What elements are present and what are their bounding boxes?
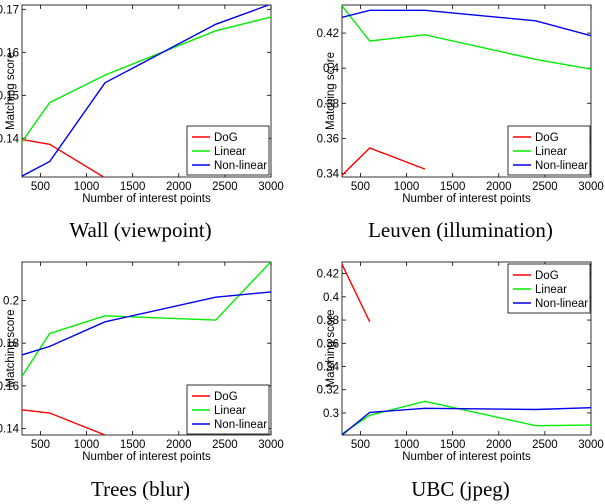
- x-tick-label: 2000: [166, 181, 192, 193]
- x-axis-label: Number of interest points: [402, 451, 531, 463]
- x-tick-label: 1500: [120, 439, 146, 451]
- chart-panel-4: 500 1000 1500 2000 2500 3000 0.3 0.32 0.34 0.36 0.…: [317, 261, 604, 501]
- series-line-linear: [342, 5, 591, 70]
- y-tick-label: 0.38: [317, 315, 339, 327]
- x-tick-label: 2500: [212, 181, 238, 193]
- legend-entry: DoG: [535, 270, 559, 282]
- y-tick-label: 0.3: [323, 408, 339, 420]
- y-tick-label: 0.38: [317, 98, 339, 110]
- y-tick-label: 0.42: [317, 269, 339, 281]
- y-tick-label: 0.16: [0, 47, 19, 59]
- series-group: [22, 262, 271, 435]
- chart-caption: UBC (jpeg): [411, 477, 510, 501]
- legend-entry: Linear: [535, 146, 567, 158]
- series-line-non-linear: [342, 9, 591, 37]
- y-tick-label: 0.34: [317, 168, 340, 180]
- x-tick-label: 2500: [532, 181, 558, 193]
- series-line-non-linear: [22, 291, 271, 356]
- legend-entry: DoG: [214, 391, 238, 403]
- series-line-linear: [22, 262, 271, 377]
- y-axis-label: Matching score: [5, 52, 17, 130]
- y-tick-label: 0.36: [317, 133, 339, 145]
- legend: DoG Linear Non-linear: [507, 125, 591, 176]
- y-axis-label: Matching score: [5, 310, 17, 388]
- series-line-non-linear: [342, 407, 591, 435]
- x-tick-label: 500: [351, 181, 370, 193]
- series-line-dog: [22, 409, 106, 435]
- x-tick-label: 1500: [440, 439, 466, 451]
- y-tick-label: 0.2: [3, 295, 19, 307]
- x-tick-label: 3000: [578, 181, 604, 193]
- series-line-dog: [342, 147, 426, 176]
- chart-panel-2: 500 1000 1500 2000 2500 3000 0.34 0.36 0.38 0.4 0.…: [317, 4, 604, 242]
- y-tick-label: 0.4: [323, 292, 340, 304]
- x-tick-label: 500: [31, 181, 50, 193]
- legend: DoG Linear Non-linear: [507, 263, 591, 314]
- x-axis-label: Number of interest points: [82, 451, 211, 463]
- chart-caption: Trees (blur): [91, 477, 190, 501]
- series-line-non-linear: [22, 5, 271, 177]
- axes-frame: [341, 4, 592, 178]
- x-axis-label: Number of interest points: [82, 193, 211, 205]
- y-tick-label: 0.32: [317, 385, 339, 397]
- chart-caption: Leuven (illumination): [368, 218, 553, 242]
- x-axis-label: Number of interest points: [402, 193, 531, 205]
- x-tick-label: 3000: [258, 439, 284, 451]
- chart-caption: Wall (viewpoint): [69, 218, 211, 242]
- series-line-linear: [22, 16, 271, 143]
- y-tick-label: 0.18: [0, 338, 19, 350]
- x-tick-label: 500: [351, 439, 370, 451]
- y-tick-label: 0.14: [0, 133, 20, 145]
- y-tick-label: 0.36: [317, 338, 339, 350]
- y-tick-label: 0.17: [0, 4, 19, 16]
- legend-entry: Non-linear: [535, 160, 588, 172]
- x-tick-label: 2500: [212, 439, 238, 451]
- legend-entry: Linear: [214, 405, 246, 417]
- series-group: [22, 5, 271, 177]
- legend-entry: Non-linear: [214, 419, 267, 431]
- axes-frame: [21, 4, 272, 178]
- series-line-linear: [342, 400, 591, 435]
- x-tick-label: 3000: [578, 439, 604, 451]
- y-tick-label: 0.34: [317, 361, 340, 373]
- x-tick-label: 2000: [166, 439, 192, 451]
- series-line-dog: [22, 138, 105, 177]
- legend-entry: Linear: [214, 146, 246, 158]
- x-tick-label: 1000: [394, 439, 420, 451]
- legend-entry: Non-linear: [535, 298, 588, 310]
- y-tick-label: 0.16: [0, 381, 19, 393]
- x-tick-label: 1000: [394, 181, 420, 193]
- x-tick-label: 500: [31, 439, 50, 451]
- x-tick-label: 2500: [532, 439, 558, 451]
- series-line-dog: [342, 263, 371, 323]
- y-tick-label: 0.42: [317, 28, 339, 40]
- legend-entry: DoG: [214, 132, 238, 144]
- legend-entry: Linear: [535, 284, 567, 296]
- legend-entry: DoG: [535, 132, 559, 144]
- y-axis-label: Matching score: [325, 310, 337, 388]
- x-tick-label: 2000: [486, 181, 512, 193]
- series-group: [342, 5, 591, 176]
- axes-frame: [341, 261, 592, 436]
- x-tick-label: 1000: [74, 181, 100, 193]
- x-tick-label: 1000: [74, 439, 100, 451]
- axes-frame: [21, 261, 272, 436]
- y-tick-label: 0.14: [0, 424, 20, 436]
- legend: DoG Linear Non-linear: [186, 125, 270, 176]
- legend: DoG Linear Non-linear: [186, 384, 270, 435]
- legend-entry: Non-linear: [214, 160, 267, 172]
- y-tick-label: 0.15: [0, 90, 19, 102]
- series-group: [342, 263, 591, 435]
- x-tick-label: 1500: [120, 181, 146, 193]
- x-tick-label: 3000: [258, 181, 284, 193]
- y-axis-label: Matching score: [325, 52, 337, 130]
- y-tick-label: 0.4: [323, 63, 340, 75]
- x-tick-label: 2000: [486, 439, 512, 451]
- x-tick-label: 1500: [440, 181, 466, 193]
- chart-panel-1: 500 1000 1500 2000 2500 3000 0.14 0.15 0.16 0.17 N…: [0, 4, 284, 242]
- chart-panel-3: 500 1000 1500 2000 2500 3000 0.14 0.16 0.18 0.2 Nu…: [0, 261, 284, 501]
